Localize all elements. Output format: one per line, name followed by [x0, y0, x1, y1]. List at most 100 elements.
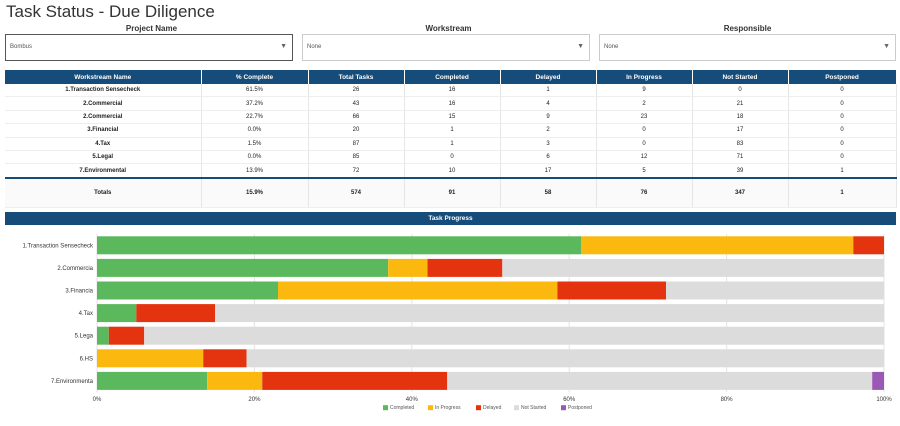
legend-swatch [476, 405, 481, 411]
cell: 3.Financial [5, 123, 202, 138]
responsible-dropdown[interactable]: None ▼ [599, 34, 896, 61]
table-row[interactable]: 3.Financial 0.0% 20 1 2 0 17 0 [5, 123, 897, 138]
col-header[interactable]: In Progress [596, 70, 693, 84]
col-header[interactable]: Total Tasks [308, 70, 405, 84]
cell: 1.5% [201, 137, 309, 151]
bar-segment [97, 304, 137, 323]
project-name-label: Project Name [125, 24, 178, 33]
y-category-label: 2.Commercia [57, 266, 93, 272]
chevron-down-icon: ▼ [280, 43, 287, 50]
legend-swatch [514, 405, 519, 411]
cell: 1 [404, 123, 501, 138]
bar-segment [262, 371, 448, 390]
bar-segment [97, 326, 109, 345]
x-tick-label: 80% [721, 397, 734, 403]
cell: 39 [692, 163, 789, 179]
cell: 66 [308, 110, 405, 125]
col-header[interactable]: Workstream Name [5, 70, 202, 84]
table-row[interactable]: 7.Environmental 13.9% 72 10 17 5 39 1 [5, 163, 897, 179]
cell: 5 [596, 163, 693, 179]
table-row[interactable]: 2.Commercial 22.7% 66 15 9 23 18 0 [5, 110, 897, 125]
cell: 16 [404, 84, 501, 98]
bar-segment [97, 258, 389, 277]
cell: 0 [596, 137, 693, 151]
page-title: Task Status - Due Diligence [6, 2, 215, 21]
workstream-label: Workstream [425, 24, 472, 33]
cell: 0 [788, 110, 897, 125]
responsible-value: None [604, 44, 619, 50]
task-progress-chart: 0% 20% 40% 60% 80% 100% 1.Transaction Senseche… [23, 234, 892, 411]
cell: 17 [500, 163, 597, 179]
col-header[interactable]: Completed [404, 70, 501, 84]
bar-segment [666, 281, 884, 300]
cell: 2.Commercial [5, 96, 202, 111]
bar-segment [278, 281, 558, 300]
legend-swatch [428, 405, 433, 411]
bar-segment [97, 371, 208, 390]
chevron-down-icon: ▼ [883, 43, 890, 50]
cell: 6 [500, 150, 597, 165]
y-category-label: 1.Transaction Sensecheck [23, 243, 94, 249]
bar-segment [557, 281, 667, 300]
workstream-dropdown[interactable]: None ▼ [302, 34, 590, 61]
y-category-label: 6.HS [80, 356, 93, 362]
table-row[interactable]: 4.Tax 1.5% 87 1 3 0 83 0 [5, 137, 897, 151]
table-header-row: Workstream Name % Complete Total Tasks C… [5, 70, 897, 84]
cell: 0 [788, 150, 897, 165]
cell: 72 [308, 163, 405, 179]
cell: 2 [500, 123, 597, 138]
y-category-label: 3.Financia [65, 289, 93, 295]
cell: 15.9% [201, 176, 309, 208]
cell: 9 [500, 110, 597, 125]
cell: 87 [308, 137, 405, 151]
cell: 37.2% [201, 96, 309, 111]
col-header[interactable]: % Complete [201, 70, 309, 84]
table-row[interactable]: 2.Commercial 37.2% 43 16 4 2 21 0 [5, 96, 897, 111]
legend-swatch [383, 405, 388, 411]
col-header[interactable]: Postponed [788, 70, 897, 84]
cell: 1 [404, 137, 501, 151]
cell: 347 [692, 176, 789, 208]
cell: 10 [404, 163, 501, 179]
col-header[interactable]: Not Started [692, 70, 789, 84]
chart-title: Task Progress [5, 212, 896, 225]
cell: 91 [404, 176, 501, 208]
bar-segment [581, 236, 854, 255]
cell: 15 [404, 110, 501, 125]
x-tick-label: 100% [876, 397, 892, 403]
status-table: Workstream Name % Complete Total Tasks C… [5, 70, 897, 208]
cell: 1 [788, 163, 897, 179]
cell: 0.0% [201, 150, 309, 165]
project-name-value: Bombus [10, 44, 33, 50]
cell: Totals [5, 176, 202, 208]
bar-segment [872, 371, 884, 390]
bar-segment [246, 349, 884, 368]
legend-label: Postponed [568, 405, 592, 411]
project-name-dropdown[interactable]: Bombus ▼ [5, 34, 293, 61]
legend-swatch [561, 405, 566, 411]
cell: 0.0% [201, 123, 309, 138]
cell: 13.9% [201, 163, 309, 179]
cell: 22.7% [201, 110, 309, 125]
table-row[interactable]: 5.Legal 0.0% 85 0 6 12 71 0 [5, 150, 897, 165]
col-header[interactable]: Delayed [500, 70, 597, 84]
cell: 0 [404, 150, 501, 165]
legend-label: Delayed [483, 405, 502, 411]
bar-segment [97, 236, 582, 255]
bar-segment [97, 281, 279, 300]
bar-segment [207, 371, 263, 390]
cell: 0 [596, 123, 693, 138]
cell: 0 [788, 96, 897, 111]
cell: 26 [308, 84, 405, 98]
cell: 7.Environmental [5, 163, 202, 179]
bar-segment [427, 258, 503, 277]
table-row[interactable]: 1.Transaction Sensecheck 61.5% 26 16 1 9… [5, 84, 897, 98]
cell: 0 [788, 137, 897, 151]
responsible-label: Responsible [723, 24, 772, 33]
cell: 1.Transaction Sensecheck [5, 84, 202, 98]
y-category-label: 4.Tax [79, 311, 93, 317]
cell: 83 [692, 137, 789, 151]
bar-segment [203, 349, 247, 368]
bar-segment [136, 304, 216, 323]
cell: 17 [692, 123, 789, 138]
